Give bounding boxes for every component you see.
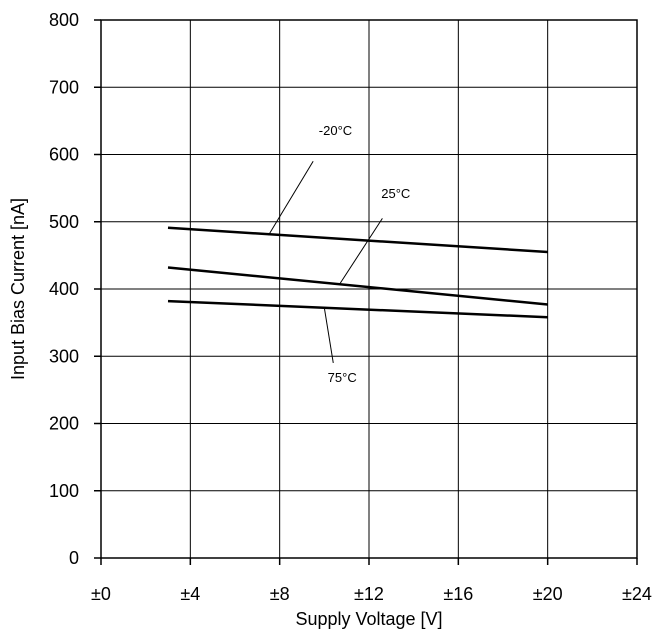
series-annotations: -20°C 25°C 75°C [268,123,410,385]
series-leader-line [339,218,383,284]
series-line [167,299,548,319]
y-axis-title: Input Bias Current [nA] [8,198,28,380]
y-tick-label: 500 [49,212,79,232]
x-tick-label: ±4 [180,584,200,604]
y-axis-ticks: 0 100 200 300 400 500 600 700 800 [49,10,101,568]
y-tick-label: 0 [69,548,79,568]
x-tick-label: ±20 [533,584,563,604]
y-tick-label: 300 [49,346,79,366]
series-leader-line [323,307,334,364]
x-tick-label: ±8 [270,584,290,604]
y-tick-label: 400 [49,279,79,299]
y-tick-label: 700 [49,77,79,97]
x-tick-label: ±16 [443,584,473,604]
series-line [167,226,548,254]
series-line [167,266,548,306]
series-label: 25°C [381,186,410,201]
x-axis-ticks: ±0 ±4 ±8 ±12 ±16 ±20 ±24 [91,558,652,604]
grid-lines [101,20,637,558]
series-lines [167,226,548,319]
y-tick-label: 600 [49,145,79,165]
y-tick-label: 100 [49,481,79,501]
x-tick-label: ±0 [91,584,111,604]
series-label: 75°C [328,370,357,385]
series-label: -20°C [319,123,352,138]
y-tick-label: 200 [49,414,79,434]
y-tick-label: 800 [49,10,79,30]
x-axis-title: Supply Voltage [V] [295,609,442,629]
x-tick-label: ±12 [354,584,384,604]
series-leader-line [268,160,314,236]
x-tick-label: ±24 [622,584,652,604]
